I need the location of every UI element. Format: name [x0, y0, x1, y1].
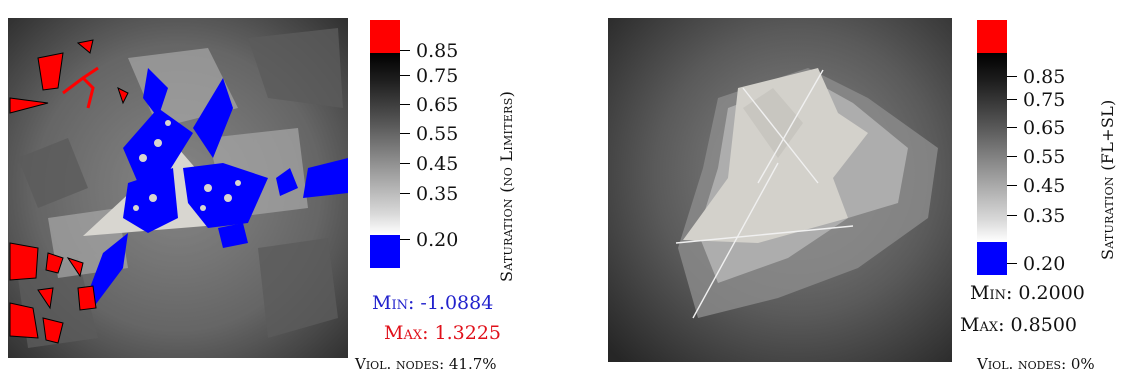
tick-label: 0.35 [1007, 207, 1065, 226]
tick-label: 0.65 [400, 96, 458, 115]
colorbar-right [977, 20, 1007, 275]
tick-label: 0.85 [1007, 68, 1065, 87]
left-panel: 0.85 0.75 0.65 0.55 0.45 0.35 0.20 Satur… [8, 18, 516, 373]
colorbar-title-left: Saturation (no Limiters) [497, 90, 516, 282]
min-value-left: Min: -1.0884 [372, 292, 494, 314]
colorbar-under-segment [370, 235, 400, 268]
saturation-field-limited [608, 18, 952, 362]
colorbar-over-segment [977, 20, 1007, 53]
violated-nodes-left: Viol. nodes: 41.7% [355, 355, 497, 373]
min-value-right: Min: 0.2000 [970, 282, 1085, 304]
colorbar-over-segment [370, 20, 400, 53]
tick-label: 0.20 [400, 231, 458, 250]
tick-label: 0.45 [400, 155, 458, 174]
tick-label: 0.85 [400, 42, 458, 61]
tick-label: 0.55 [1007, 148, 1065, 167]
tick-label: 0.75 [1007, 91, 1065, 110]
max-value-right: Max: 0.8500 [960, 314, 1078, 336]
tick-label: 0.65 [1007, 119, 1065, 138]
max-value-left: Max: 1.3225 [384, 322, 502, 344]
colorbar-left [370, 20, 400, 268]
colorbar-under-segment [977, 242, 1007, 275]
colorbar-title-right: Saturation (FL+SL) [1098, 99, 1117, 260]
colorbar-gradient [977, 53, 1007, 242]
tick-label: 0.45 [1007, 177, 1065, 196]
tick-label: 0.20 [1007, 255, 1065, 274]
violated-nodes-right: Viol. nodes: 0% [977, 355, 1095, 373]
tick-label: 0.35 [400, 185, 458, 204]
tick-label: 0.55 [400, 125, 458, 144]
saturation-field-unlimited [8, 18, 348, 358]
colorbar-gradient [370, 53, 400, 235]
saturation-field-image [608, 18, 952, 362]
tick-label: 0.75 [400, 67, 458, 86]
saturation-field-image [8, 18, 348, 358]
right-panel: 0.85 0.75 0.65 0.55 0.45 0.35 0.20 Satur… [600, 0, 1130, 377]
